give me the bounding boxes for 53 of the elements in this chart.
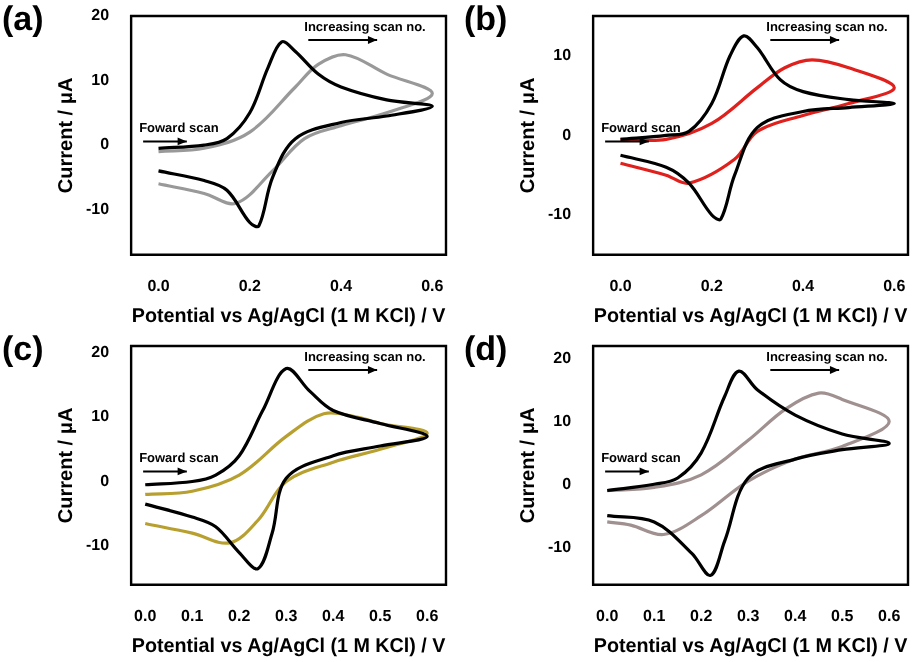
x-axis-title: Potential vs Ag/AgCl (1 M KCl) / V	[593, 305, 909, 328]
chart-title: (d)	[464, 330, 508, 369]
x-tick-label: 0.0	[147, 276, 171, 295]
chart-title: (a)	[2, 0, 44, 39]
x-tick-label: 0.6	[883, 276, 907, 295]
y-axis-title: Current / μA	[55, 77, 78, 194]
y-tick-label: 10	[91, 70, 111, 89]
line-series	[605, 391, 891, 537]
y-tick-label: 10	[553, 411, 573, 430]
y-tick-label: 10	[553, 46, 573, 65]
x-tick-label: 0.6	[878, 606, 902, 625]
x-tick-label: 0.1	[181, 606, 205, 625]
line-series	[605, 369, 891, 578]
y-tick-label: 0	[100, 471, 111, 490]
y-axis-title: Current / μA	[55, 407, 78, 524]
x-axis-title: Potential vs Ag/AgCl (1 M KCl) / V	[131, 305, 447, 328]
y-tick-label: 0	[100, 135, 111, 154]
y-tick-label: 20	[91, 342, 111, 361]
y-tick-label: -10	[548, 205, 573, 224]
x-tick-label: 0.0	[609, 276, 633, 295]
x-tick-label: 0.4	[791, 276, 816, 295]
y-tick-label: -10	[548, 537, 573, 556]
x-tick-label: 0.4	[329, 276, 354, 295]
x-tick-label: 0.3	[275, 606, 299, 625]
y-tick-label: -10	[86, 200, 111, 219]
line-series	[143, 411, 429, 545]
y-tick-label: 10	[91, 407, 111, 426]
y-tick-label: 0	[562, 474, 573, 493]
x-tick-label: 0.2	[700, 276, 724, 295]
y-tick-label: 20	[91, 6, 111, 25]
y-axis-title: Current / μA	[517, 77, 540, 194]
chart-title: (b)	[464, 0, 508, 39]
y-tick-label: 0	[562, 125, 573, 144]
x-axis-title: Potential vs Ag/AgCl (1 M KCl) / V	[593, 635, 909, 658]
x-tick-label: 0.2	[238, 276, 262, 295]
chart-title: (c)	[2, 330, 44, 369]
x-tick-label: 0.0	[134, 606, 158, 625]
x-tick-label: 0.6	[421, 276, 445, 295]
y-axis-title: Current / μA	[517, 407, 540, 524]
x-tick-label: 0.5	[831, 606, 855, 625]
x-tick-label: 0.3	[737, 606, 761, 625]
x-tick-label: 0.2	[228, 606, 252, 625]
x-tick-label: 0.0	[596, 606, 620, 625]
x-tick-label: 0.4	[784, 606, 808, 625]
x-tick-label: 0.2	[690, 606, 714, 625]
x-tick-label: 0.5	[369, 606, 393, 625]
y-tick-label: -10	[86, 536, 111, 555]
y-tick-label: 20	[553, 348, 573, 367]
x-tick-label: 0.4	[322, 606, 346, 625]
x-tick-label: 0.6	[416, 606, 440, 625]
line-series	[143, 366, 429, 571]
x-axis-title: Potential vs Ag/AgCl (1 M KCl) / V	[131, 635, 447, 658]
x-tick-label: 0.1	[643, 606, 667, 625]
